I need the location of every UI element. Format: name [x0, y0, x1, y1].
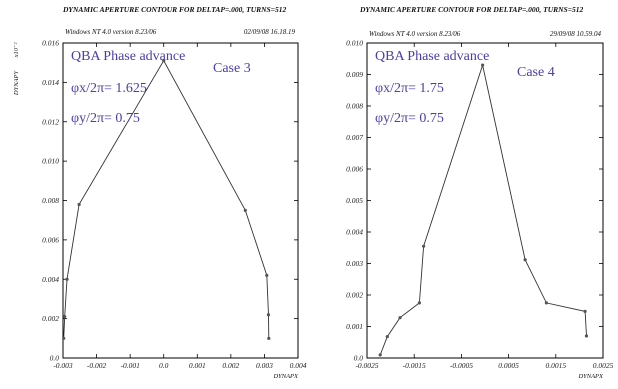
chart1-xtick-label: 0.004	[290, 361, 307, 370]
chart2-xtick-label: 0.0015	[545, 361, 566, 370]
chart1-xtick-label: -0.001	[120, 361, 139, 370]
chart1-ytick-label: 0.0	[50, 354, 60, 363]
chart2-data-point	[378, 353, 382, 357]
chart1-data-point	[62, 336, 66, 340]
chart1-xtick-label: 0.002	[222, 361, 239, 370]
chart1-xtick-label: 0.001	[189, 361, 206, 370]
chart1-ylabel-scale: x10⁻²	[13, 42, 20, 59]
chart2-annotation-case: Case 4	[517, 65, 555, 80]
chart1-annotation-title: QBA Phase advance	[71, 49, 185, 64]
chart1-data-point	[65, 277, 69, 281]
chart2-annotation-phiy: φy/2π= 0.75	[375, 111, 444, 126]
chart1-data-point	[162, 59, 166, 63]
chart1-ytick-label: 0.002	[42, 314, 59, 323]
chart1-annotation-case: Case 3	[213, 61, 251, 76]
chart2-data-point	[583, 309, 587, 313]
chart2-data-point	[417, 301, 421, 305]
chart2-data-point	[422, 244, 426, 248]
chart1-xtick-label: -0.002	[87, 361, 107, 370]
chart2-ytick-label: 0.009	[346, 70, 363, 79]
chart2-xtick-label: -0.0015	[403, 361, 426, 370]
chart1-ytick-label: 0.008	[42, 196, 59, 205]
chart1-ytick-label: 0.012	[42, 117, 59, 126]
chart1-xtick-label: -0.003	[53, 361, 73, 370]
chart1-header-right: 02/09/08 16.18.19	[244, 28, 296, 36]
chart2-data-point	[544, 301, 548, 305]
chart2-ytick-label: 0.004	[346, 228, 363, 237]
chart1-annotation-phix: φx/2π= 1.625	[71, 81, 147, 96]
chart2-ytick-label: 0.003	[346, 259, 363, 268]
chart2-xtick-label: 0.0005	[498, 361, 519, 370]
chart2-header-left: Windows NT 4.0 version 8.23/06	[369, 30, 461, 38]
chart2-ytick-label: 0.002	[346, 291, 363, 300]
chart1-ytick-label: 0.006	[42, 235, 59, 244]
chart1-series-line	[63, 59, 270, 339]
chart1-xlabel: DYNAPX	[272, 373, 299, 380]
chart2-header-right: 29/09/08 10.59.04	[550, 30, 602, 38]
chart1-ytick-label: 0.014	[42, 78, 59, 87]
chart1-ytick-label: 0.004	[42, 275, 59, 284]
chart1-xtick-label: 0.0	[159, 361, 169, 370]
chart1-data-point	[243, 208, 247, 212]
chart2-ytick-label: 0.007	[346, 133, 363, 142]
chart2-data-point	[481, 63, 485, 67]
chart1-data-point	[63, 315, 67, 319]
chart2-ytick-label: 0.005	[346, 196, 363, 205]
chart2-annotation-title: QBA Phase advance	[375, 49, 489, 64]
chart1-data-point	[77, 202, 81, 207]
chart2-title: DYNAMIC APERTURE CONTOUR FOR DELTAP=.000…	[359, 5, 583, 14]
chart2-data-point	[398, 316, 402, 320]
chart2-data-point	[584, 334, 589, 338]
chart1-ytick-label: 0.016	[42, 39, 59, 48]
chart1-title: DYNAMIC APERTURE CONTOUR FOR DELTAP=.000…	[62, 5, 286, 14]
chart2-xtick-label: -0.0005	[450, 361, 473, 370]
chart2-xtick-label: -0.0025	[355, 361, 378, 370]
chart2-ytick-label: 0.001	[346, 322, 363, 331]
chart2-ytick-label: 0.008	[346, 102, 363, 111]
chart1-xtick-label: 0.003	[256, 361, 273, 370]
chart2-ytick-label: 0.010	[346, 39, 363, 48]
chart1-ytick-label: 0.010	[42, 157, 59, 166]
chart1-data-point	[267, 336, 271, 340]
chart1-annotation-phiy: φy/2π= 0.75	[71, 111, 140, 126]
chart1-header-left: Windows NT 4.0 version 8.23/06	[65, 28, 157, 36]
chart2-series-line	[379, 63, 587, 356]
chart2-data-point	[385, 334, 389, 339]
chart1-ylabel: DYNAPY	[13, 70, 20, 97]
chart2-data-point	[523, 258, 527, 262]
chart2-xlabel: DYNAPX	[577, 373, 604, 380]
chart1-data-point	[266, 313, 271, 317]
chart2-xtick-label: 0.0025	[593, 361, 614, 370]
chart2-ytick-label: 0.0	[354, 354, 364, 363]
chart2-ytick-label: 0.006	[346, 165, 363, 174]
chart2-annotation-phix: φx/2π= 1.75	[375, 81, 444, 96]
chart1-data-point	[265, 273, 269, 277]
